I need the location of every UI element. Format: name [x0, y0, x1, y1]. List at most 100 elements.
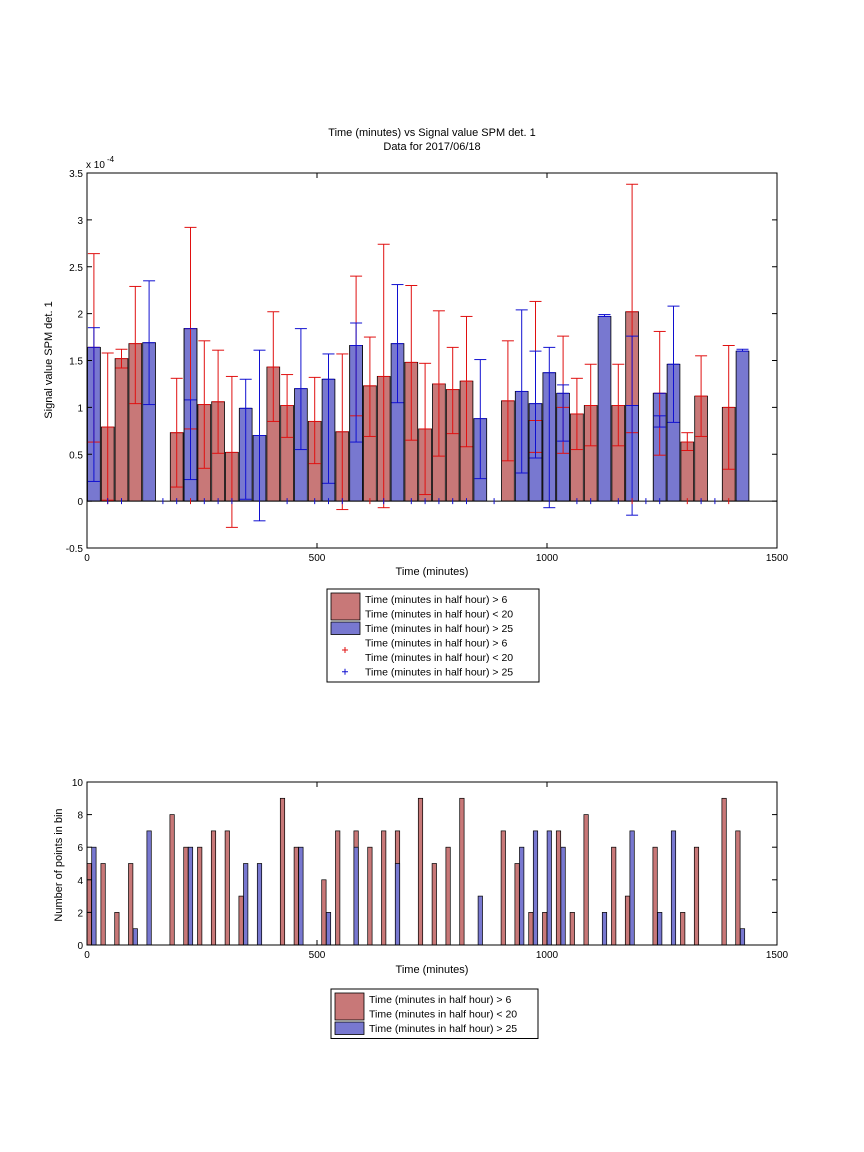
legend-label: Time (minutes in half hour) > 6 — [369, 994, 511, 1006]
count-bar-red — [128, 863, 134, 946]
count-bar-blue — [298, 846, 304, 946]
y-tick-label: 2.5 — [69, 263, 83, 274]
count-bar-red — [611, 846, 617, 946]
x-tick-label: 1000 — [536, 553, 559, 564]
legend-label: Time (minutes in half hour) < 20 — [369, 1009, 517, 1021]
count-bar-blue — [657, 912, 663, 946]
count-bar-red — [114, 912, 120, 946]
x-tick-label: 1500 — [766, 553, 789, 564]
count-bar-blue — [146, 830, 152, 946]
exponent-base: x 10 — [86, 160, 105, 171]
count-bar-red — [367, 846, 373, 946]
legend-swatch-red — [334, 992, 365, 1021]
count-bar-red — [528, 912, 534, 946]
count-bar-red — [86, 863, 92, 946]
top-chart: Time (minutes) vs Signal value SPM det. … — [43, 127, 789, 683]
count-bar-red — [431, 863, 437, 946]
y-tick-label: 2 — [77, 908, 83, 919]
count-bar-blue — [187, 846, 194, 946]
count-bar-blue — [325, 912, 332, 946]
y-tick-label: 3 — [77, 216, 83, 227]
count-bar-red — [335, 830, 341, 946]
y-tick-label: 3.5 — [69, 169, 83, 180]
y-tick-label: -0.5 — [66, 544, 84, 555]
count-bar-blue — [477, 895, 483, 946]
bar-red — [114, 358, 129, 502]
count-bar-blue — [532, 830, 539, 946]
count-bar-blue — [243, 863, 249, 946]
top-plot-area: 0 500 1000 1500-0.500.511.522.533.5 — [66, 169, 789, 564]
legend-label: Time (minutes in half hour) > 25 — [365, 623, 513, 635]
bottom-chart: 0 500 1000 1500 0 2 4 6 8 10 Time (minutes) Numbe… — [53, 778, 789, 1039]
count-bar-red — [279, 797, 286, 946]
legend-box — [330, 988, 539, 1039]
plot-frame — [86, 781, 778, 946]
y-tick-label: 8 — [77, 811, 83, 822]
count-bar-red — [624, 895, 631, 946]
bottom-chart-ylabel: Number of points in bin — [53, 808, 65, 921]
count-bar-blue — [256, 863, 263, 946]
y-tick-label: 2 — [77, 310, 83, 321]
legend-box — [326, 588, 540, 683]
count-bar-red — [238, 895, 244, 946]
count-bar-red — [735, 830, 741, 946]
bar-blue — [597, 316, 612, 502]
y-tick-label: 4 — [77, 876, 83, 887]
x-tick-label: 1500 — [766, 950, 789, 961]
count-bar-blue — [601, 912, 608, 946]
count-bar-red — [293, 846, 299, 946]
legend-label: Time (minutes in half hour) > 25 — [365, 667, 513, 679]
count-bar-blue — [560, 846, 566, 946]
legend-label: Time (minutes in half hour) > 25 — [369, 1023, 517, 1035]
bottom-legend: Time (minutes in half hour) > 6 Time (min… — [330, 988, 539, 1039]
count-bar-red — [321, 879, 327, 946]
legend-swatch-red — [330, 592, 361, 621]
count-bar-blue — [394, 863, 401, 946]
top-chart-ylabel: Signal value SPM det. 1 — [43, 301, 55, 418]
y-tick-label: 1.5 — [69, 357, 83, 368]
bottom-chart-xlabel: Time (minutes) — [396, 964, 469, 976]
count-bar-red — [459, 797, 465, 946]
top-legend: Time (minutes in half hour) > 6 Time (min… — [326, 588, 540, 683]
y-tick-label: 0 — [77, 941, 83, 952]
count-bar-red — [100, 863, 106, 946]
count-bar-blue — [519, 846, 525, 946]
count-bar-red — [693, 846, 700, 946]
count-bar-red — [169, 814, 175, 946]
count-bar-blue — [353, 846, 359, 946]
count-bar-red — [224, 830, 230, 946]
count-bar-red — [197, 846, 203, 946]
x-tick-label: 1000 — [536, 950, 559, 961]
y-tick-label: 0 — [77, 497, 83, 508]
top-chart-subtitle: Data for 2017/06/18 — [383, 141, 480, 153]
count-bar-blue — [546, 830, 552, 946]
top-chart-title: Time (minutes) vs Signal value SPM det. … — [328, 127, 535, 139]
count-bar-red — [210, 830, 217, 946]
bottom-plot-area: 0 500 1000 1500 0 2 4 6 8 10 — [72, 778, 789, 961]
count-bar-blue — [132, 928, 138, 946]
y-tick-label: 1 — [77, 403, 83, 414]
x-tick-label: 0 — [84, 553, 90, 564]
y-tick-label: 10 — [72, 778, 84, 789]
x-tick-label: 500 — [309, 950, 326, 961]
y-tick-label: 6 — [77, 843, 83, 854]
bar-blue — [735, 350, 750, 502]
top-chart-xlabel: Time (minutes) — [396, 566, 469, 578]
count-bar-red — [652, 846, 658, 946]
count-bar-red — [542, 912, 548, 946]
count-bar-red — [721, 797, 727, 946]
legend-swatch-blue — [330, 621, 361, 635]
y-tick-label: 0.5 — [69, 450, 83, 461]
count-bar-red — [680, 912, 686, 946]
legend-swatch-blue — [334, 1021, 365, 1035]
legend-label: Time (minutes in half hour) < 20 — [365, 609, 513, 621]
count-bar-red — [183, 846, 189, 946]
count-bar-red — [583, 814, 589, 946]
x-tick-label: 500 — [309, 553, 326, 564]
exponent-power: -4 — [107, 155, 115, 164]
count-bar-blue — [670, 830, 677, 946]
count-bar-red — [555, 830, 562, 946]
count-bar-red — [445, 846, 451, 946]
legend-label: Time (minutes in half hour) < 20 — [365, 652, 513, 664]
